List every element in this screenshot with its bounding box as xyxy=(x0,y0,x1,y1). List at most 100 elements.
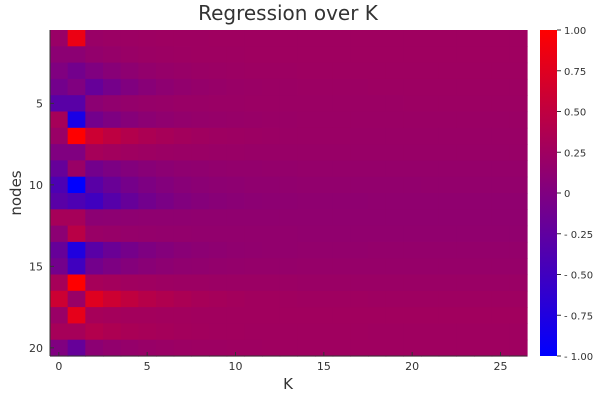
heatmap-cell xyxy=(421,144,440,161)
heatmap-cell xyxy=(209,339,228,357)
heatmap-cell xyxy=(315,127,334,145)
heatmap-cell xyxy=(385,95,404,113)
heatmap-cell xyxy=(297,30,316,47)
heatmap-cell xyxy=(226,258,245,276)
heatmap-cell xyxy=(350,62,369,80)
heatmap-cell xyxy=(456,62,475,80)
heatmap-cell xyxy=(350,176,369,194)
heatmap-cell xyxy=(438,78,457,96)
heatmap-cell xyxy=(491,30,510,47)
heatmap-cell xyxy=(244,290,263,308)
heatmap-cell xyxy=(156,62,175,80)
heatmap-cell xyxy=(120,176,139,194)
heatmap-cell xyxy=(385,78,404,96)
heatmap-cell xyxy=(209,111,228,129)
heatmap-cell xyxy=(244,30,263,47)
heatmap-cell xyxy=(403,258,422,276)
heatmap-cell xyxy=(279,258,298,276)
heatmap-cell xyxy=(509,144,528,161)
heatmap-cell xyxy=(173,323,192,341)
heatmap-cell xyxy=(173,30,192,47)
heatmap-cell xyxy=(226,274,245,292)
heatmap-cell xyxy=(350,30,369,47)
heatmap-cell xyxy=(244,46,263,64)
heatmap-cell xyxy=(456,30,475,47)
heatmap-cell xyxy=(491,62,510,80)
heatmap-cell xyxy=(156,30,175,47)
heatmap-cell xyxy=(332,127,351,145)
heatmap-cell xyxy=(50,62,69,80)
heatmap-cell xyxy=(138,241,157,259)
heatmap-cell xyxy=(509,290,528,308)
heatmap-cell xyxy=(279,241,298,259)
heatmap-cell xyxy=(103,160,122,178)
heatmap-cell xyxy=(156,78,175,96)
heatmap-cell xyxy=(332,78,351,96)
heatmap-cell xyxy=(120,160,139,178)
heatmap-cell xyxy=(385,160,404,178)
heatmap-cell xyxy=(403,46,422,64)
heatmap-cell xyxy=(226,95,245,113)
heatmap-cell xyxy=(209,176,228,194)
heatmap-cell xyxy=(474,339,493,357)
heatmap-cell xyxy=(85,62,104,80)
heatmap-cell xyxy=(491,46,510,64)
heatmap-cell xyxy=(262,274,281,292)
heatmap-cell xyxy=(138,193,157,210)
heatmap-cell xyxy=(50,241,69,259)
heatmap-cell xyxy=(509,46,528,64)
heatmap-cell xyxy=(456,127,475,145)
heatmap-cell xyxy=(85,323,104,341)
heatmap-cell xyxy=(385,111,404,129)
heatmap-cell xyxy=(421,127,440,145)
heatmap-cell xyxy=(403,127,422,145)
heatmap-cell xyxy=(474,258,493,276)
heatmap-cell xyxy=(332,290,351,308)
x-tick-label: 5 xyxy=(144,360,151,373)
heatmap-cell xyxy=(350,95,369,113)
heatmap-cell xyxy=(173,241,192,259)
heatmap-cell xyxy=(173,127,192,145)
heatmap-cell xyxy=(226,127,245,145)
heatmap-cell xyxy=(209,307,228,324)
heatmap-cell xyxy=(191,78,210,96)
heatmap-cell xyxy=(279,193,298,210)
heatmap-cell xyxy=(297,323,316,341)
heatmap-cell xyxy=(297,209,316,227)
heatmap-cell xyxy=(421,78,440,96)
heatmap-cell xyxy=(509,241,528,259)
heatmap-cell xyxy=(138,323,157,341)
heatmap-cell xyxy=(456,46,475,64)
heatmap-cell xyxy=(332,225,351,243)
heatmap-cell xyxy=(403,307,422,324)
heatmap-cell xyxy=(421,225,440,243)
heatmap-cell xyxy=(156,144,175,161)
heatmap-cell xyxy=(103,127,122,145)
heatmap-cell xyxy=(103,241,122,259)
colorbar-tick-label: - 1.00 xyxy=(564,352,593,363)
heatmap-cell xyxy=(85,30,104,47)
heatmap-cell xyxy=(103,209,122,227)
heatmap-cell xyxy=(456,339,475,357)
heatmap-cell xyxy=(368,46,387,64)
heatmap-cell xyxy=(120,78,139,96)
colorbar-tick-label: 0.50 xyxy=(564,108,586,119)
heatmap-cell xyxy=(315,62,334,80)
heatmap-cell xyxy=(297,160,316,178)
heatmap-cell xyxy=(262,225,281,243)
heatmap-cell xyxy=(279,62,298,80)
heatmap-cell xyxy=(244,339,263,357)
heatmap-cell xyxy=(438,127,457,145)
heatmap-cell xyxy=(209,30,228,47)
heatmap-cell xyxy=(403,176,422,194)
heatmap-cell xyxy=(368,176,387,194)
heatmap-cell xyxy=(120,209,139,227)
heatmap-cell xyxy=(491,258,510,276)
heatmap-cell xyxy=(350,241,369,259)
heatmap-cell xyxy=(385,209,404,227)
heatmap-cell xyxy=(279,290,298,308)
heatmap-cell xyxy=(509,307,528,324)
heatmap-cell xyxy=(156,339,175,357)
heatmap-cell xyxy=(403,30,422,47)
heatmap-cell xyxy=(438,258,457,276)
